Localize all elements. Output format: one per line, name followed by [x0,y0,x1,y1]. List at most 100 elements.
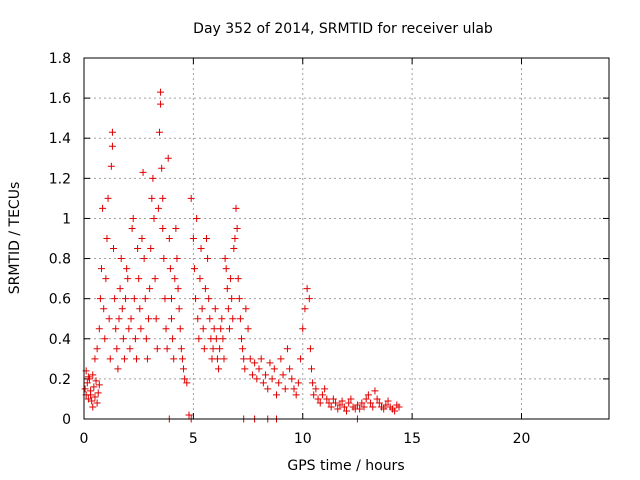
data-point [246,355,254,363]
x-tick-label: 15 [403,431,421,447]
data-point [123,265,131,273]
data-point [213,355,221,363]
data-point [347,395,355,403]
data-point [162,325,170,333]
data-point [367,399,375,407]
data-point [321,385,329,393]
data-point [118,305,126,313]
data-point [176,325,184,333]
data-point [153,345,161,353]
data-point [90,383,98,391]
data-point [140,255,148,263]
data-point [96,295,104,303]
data-point [178,355,186,363]
data-point [286,365,294,373]
data-point [325,399,333,407]
data-point [358,399,366,407]
data-point [197,245,205,253]
data-point [244,325,252,333]
data-point [95,325,103,333]
data-point [103,235,111,242]
data-point [168,315,175,323]
data-point [135,275,143,283]
y-tick-label: 0.6 [49,292,71,308]
data-point [345,399,353,407]
data-point [268,375,276,383]
data-point [195,335,203,343]
data-point [312,385,320,393]
data-point [106,355,114,363]
data-point [303,285,311,293]
data-point [104,194,112,202]
data-point [356,405,364,413]
data-point [89,371,97,379]
data-point [91,355,99,363]
data-point [145,315,153,323]
data-point [364,391,372,399]
data-point [264,385,272,393]
data-point [114,365,122,373]
data-point [129,214,137,222]
y-tick-label: 0.8 [49,252,71,268]
data-point [108,142,116,150]
axes: 0 0.2 0.4 0.6 0.8 1 1.2 1.4 1.6 1.8 0 5 10 15 20 [49,51,609,447]
plot-frame [83,57,610,420]
data-point [111,295,119,303]
data-point [172,224,180,232]
data-point [211,305,219,313]
data-points [81,88,403,423]
data-point [204,255,212,263]
data-point [187,194,195,202]
data-point [281,385,289,393]
x-tick-label: 10 [294,431,312,447]
data-point [212,335,220,343]
data-point [219,335,227,343]
data-point [185,411,193,419]
data-point [318,391,326,399]
data-point [159,224,167,232]
data-point [227,275,235,283]
data-point [157,88,165,96]
data-point [138,235,146,242]
y-tick-label: 1.4 [49,131,71,147]
data-point [205,295,213,303]
data-point [93,399,101,407]
data-point [115,315,123,323]
data-point [332,399,340,407]
data-point [225,325,233,333]
data-point [189,235,197,242]
data-point [91,393,99,401]
data-point [148,194,156,202]
data-point [201,285,209,293]
x-axis-label: GPS time / hours [287,458,404,474]
y-tick-label: 0.4 [49,332,71,348]
data-point [362,395,370,403]
data-point [206,315,214,323]
data-point [277,355,285,363]
data-point [218,315,226,323]
data-point [334,405,342,413]
data-point [306,345,314,353]
data-point [122,295,130,303]
data-point [232,204,240,212]
data-point [137,325,145,333]
y-tick-label: 1.8 [49,51,71,67]
data-point [150,214,158,222]
x-tick-label: 20 [513,431,531,447]
data-point [94,389,102,397]
chart-title: Day 352 of 2014, SRMTID for receiver ula… [193,21,493,37]
data-point [360,403,368,411]
data-point [382,401,390,409]
data-point [95,381,103,389]
data-point [266,359,274,367]
data-point [273,391,280,399]
data-point [130,295,138,303]
data-point [119,335,127,343]
data-point [93,345,101,353]
data-point [157,100,165,108]
data-point [161,295,169,303]
data-point [99,204,107,212]
data-point [233,224,241,232]
data-point [159,194,167,202]
data-point [183,379,191,387]
